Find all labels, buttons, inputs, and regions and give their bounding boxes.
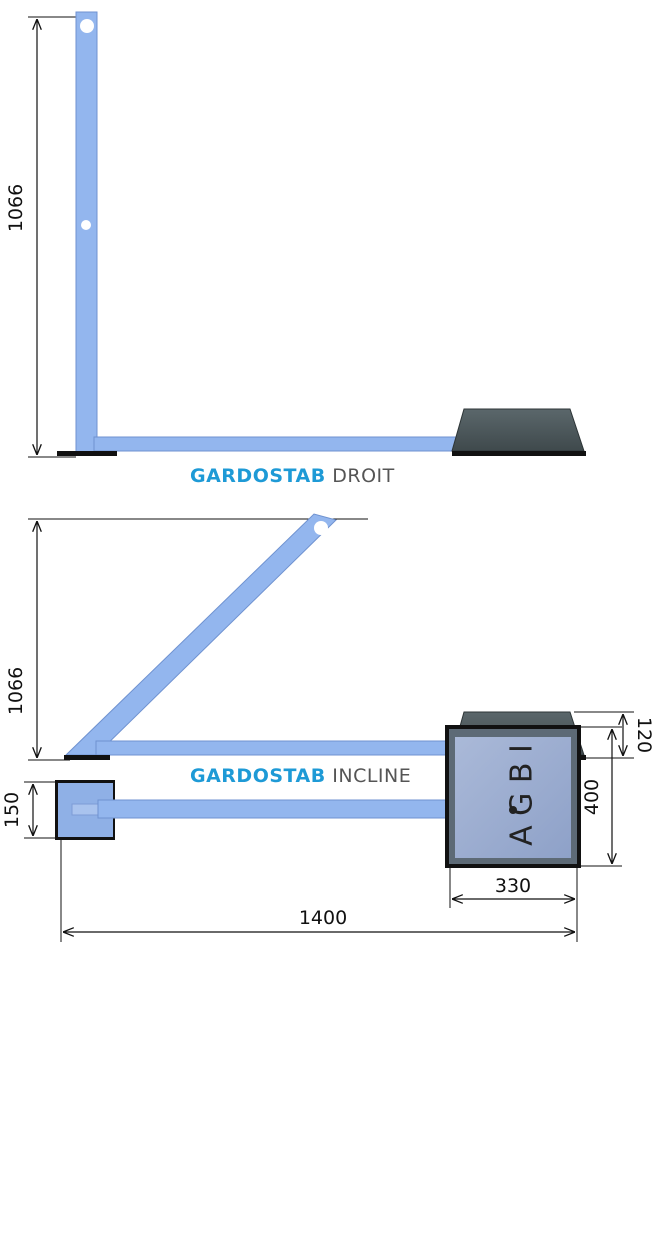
horizontal-arm-incline: [95, 740, 463, 756]
ballast-center-pin: [509, 806, 517, 814]
base-height-dimension-label: 120: [633, 717, 655, 753]
total-length-dimension: 1400: [60, 840, 578, 942]
ballast-tray-floor: [455, 737, 571, 858]
height-dimension-droit-label: 1066: [5, 184, 27, 232]
base-depth-dimension-label: 400: [581, 779, 603, 815]
post-middle-hole: [81, 220, 91, 230]
caption-incline-text: INCLINE: [332, 765, 412, 787]
base-height-dimension: 120: [574, 711, 655, 759]
view-incline: 1066 120: [5, 513, 655, 761]
height-dimension-droit: 1066: [5, 16, 76, 458]
small-plate-dimension: 150: [1, 781, 60, 839]
inclined-post: [64, 513, 337, 756]
foot-pad: [57, 451, 117, 456]
base-width-dimension-label: 330: [495, 875, 531, 897]
vertical-post: [75, 11, 98, 453]
caption-droit-text: DROIT: [332, 465, 395, 487]
view-top: A G B I 150 400 330 1400: [1, 725, 622, 942]
inclined-post-middle-hole: [203, 717, 213, 727]
small-plate-stub: [71, 803, 99, 816]
horizontal-arm: [93, 436, 463, 452]
top-arm: [97, 799, 451, 819]
caption-droit: GARDOSTAB DROIT: [190, 465, 395, 487]
caption-droit-brand: GARDOSTAB: [190, 465, 326, 487]
total-length-dimension-label: 1400: [299, 907, 347, 929]
base-depth-dimension: 400: [580, 726, 622, 867]
inclined-post-top-hole: [314, 521, 328, 535]
height-dimension-incline-label: 1066: [5, 667, 27, 715]
small-plate-dimension-label: 150: [1, 792, 23, 828]
ballast-base: [451, 408, 585, 452]
ballast-base-plate: [452, 451, 586, 456]
caption-incline: GARDOSTAB INCLINE: [190, 765, 411, 787]
ballast-marking: A G B I: [505, 744, 540, 846]
caption-incline-brand: GARDOSTAB: [190, 765, 326, 787]
view-droit: 1066: [5, 11, 586, 458]
foot-pad-incline: [64, 755, 110, 760]
post-top-hole: [80, 19, 94, 33]
base-width-dimension: 330: [449, 868, 578, 908]
